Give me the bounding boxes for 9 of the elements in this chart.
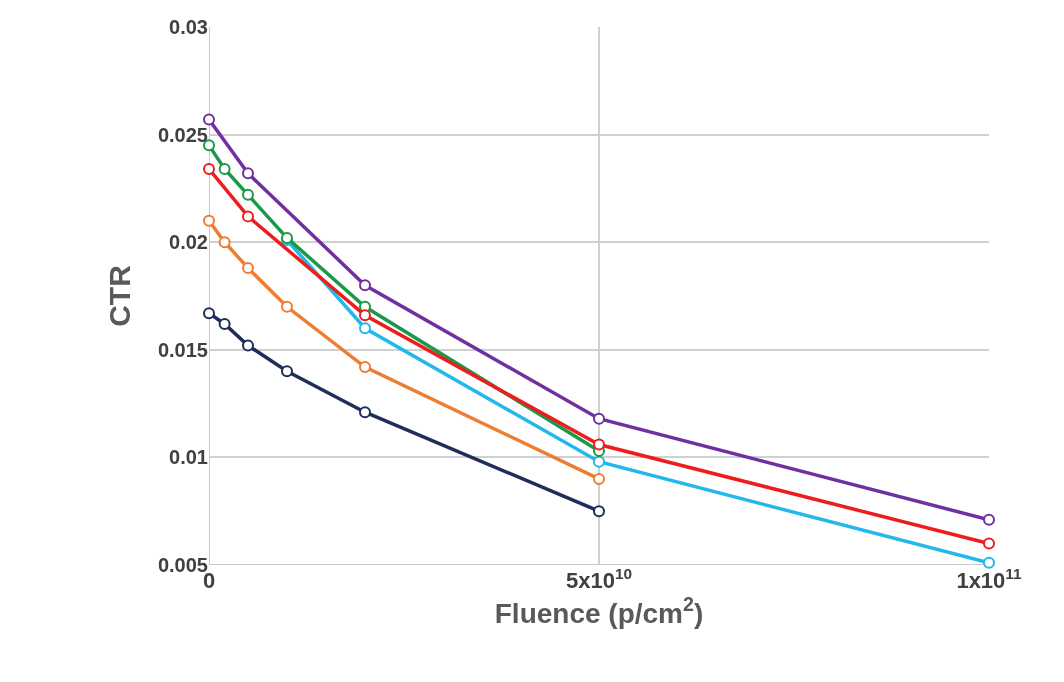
y-tick-label: 0.01 (169, 446, 208, 469)
y-tick-label: 0.03 (169, 16, 208, 38)
y-axis-title: CTR (102, 264, 136, 327)
x-tick-label: 1x10$^{11}$ (956, 564, 1023, 593)
y-tick-label: 0.02 (169, 231, 208, 254)
x-axis-title: Fluence (p/cm$^{2}$) (494, 593, 704, 629)
y-tick-label: 0.025 (157, 123, 208, 146)
y-tick-label: 0.015 (157, 338, 208, 361)
x-tick-label: 5x10$^{10}$ (565, 564, 633, 593)
